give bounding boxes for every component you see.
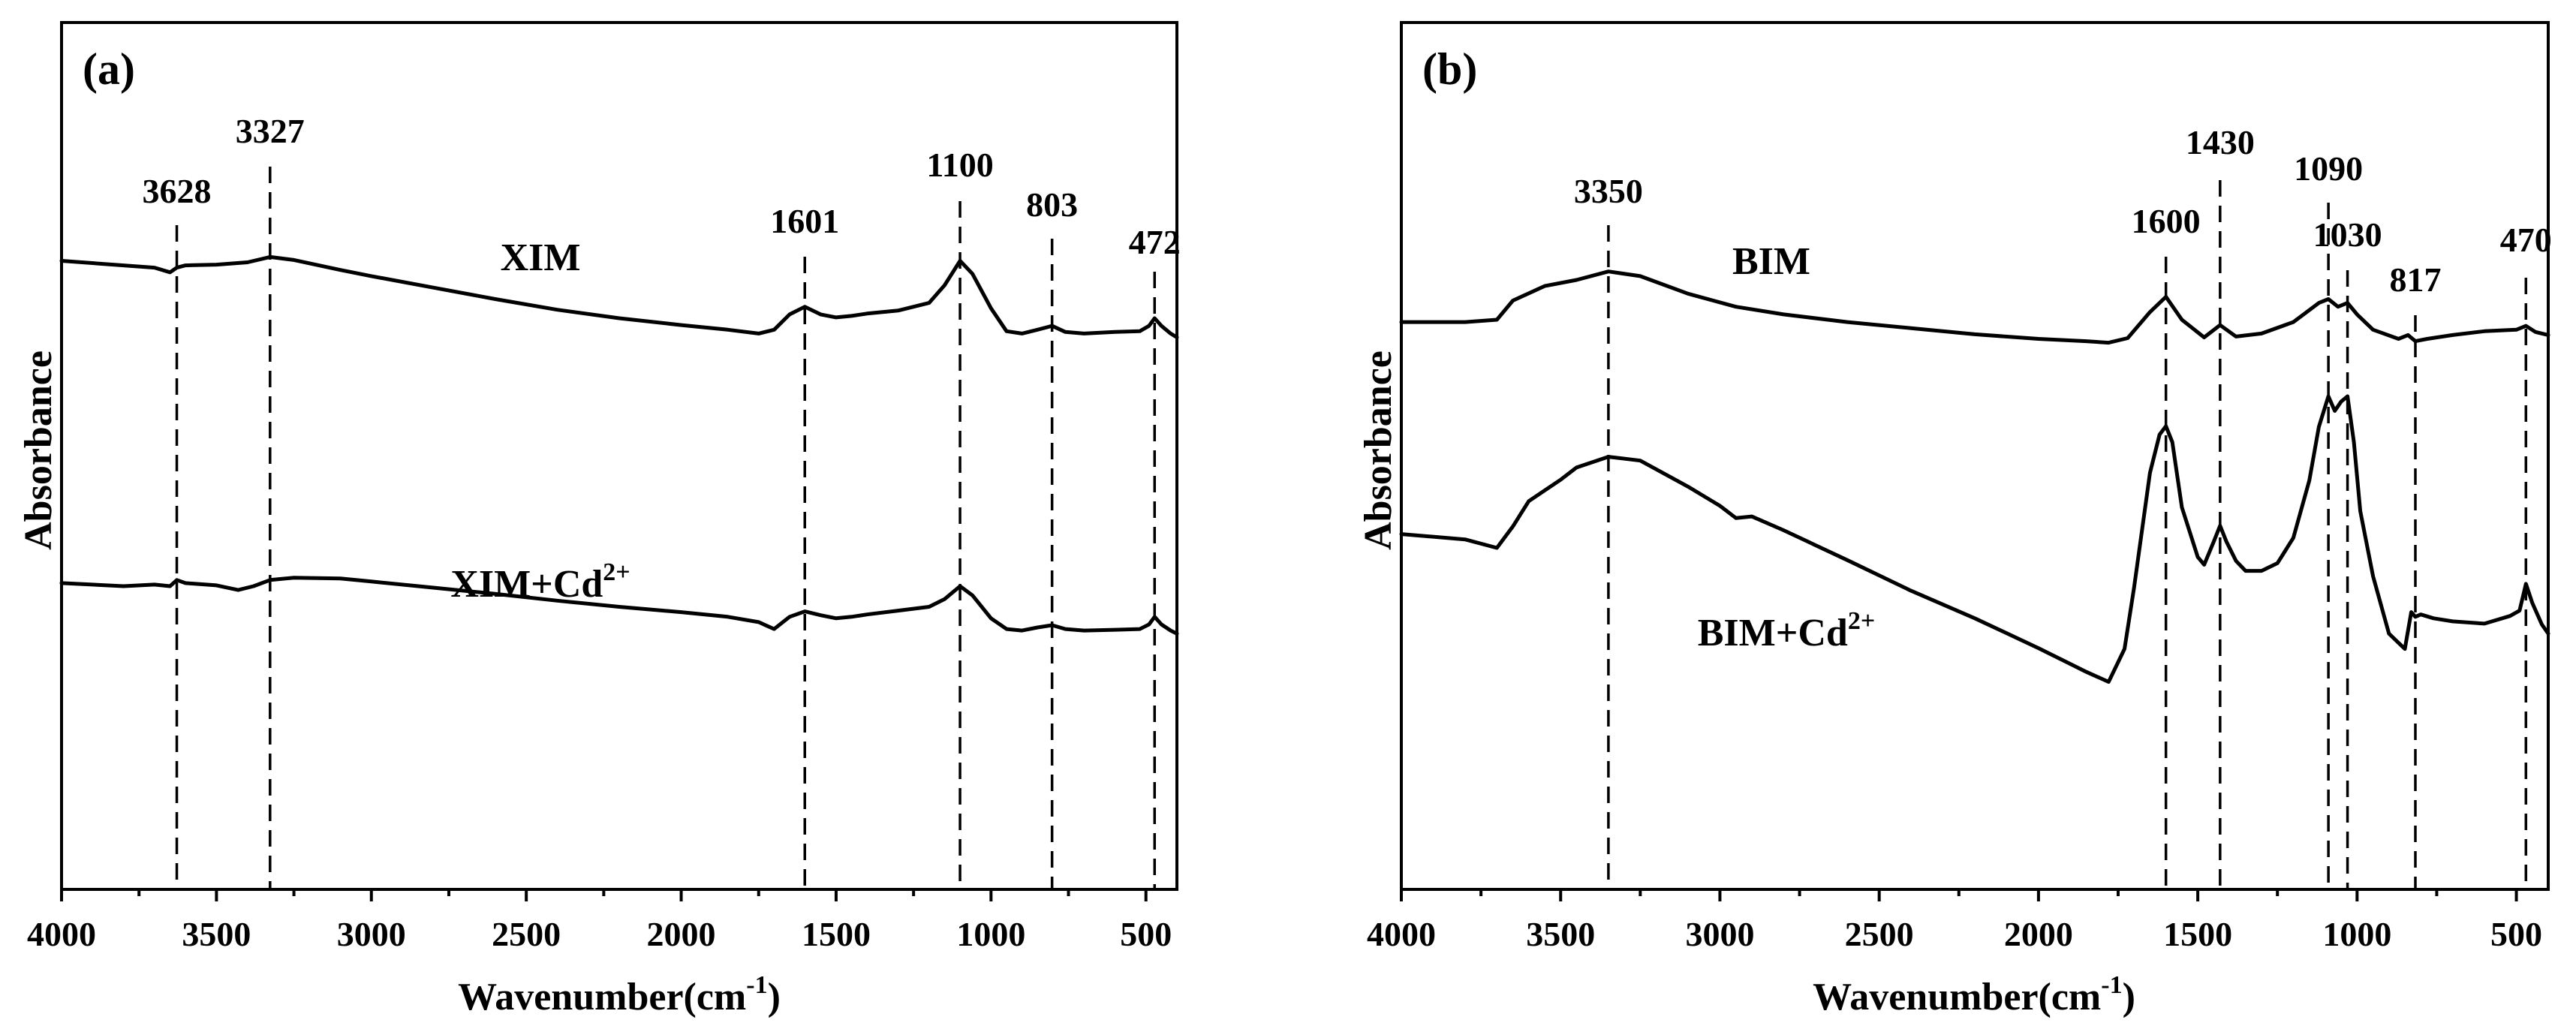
x-tick-label: 3000 <box>1685 915 1754 953</box>
y-axis-title: Absorbance <box>1357 351 1400 550</box>
peak-label-817: 817 <box>2390 260 2442 299</box>
series-label-xim: XIM <box>501 236 581 279</box>
peak-label-1090: 1090 <box>2294 149 2363 188</box>
series-line-bim-cd-2 <box>1399 394 2550 684</box>
x-tick-label: 2500 <box>492 915 561 953</box>
series-line-bim <box>1399 269 2550 345</box>
plot-frame <box>60 21 1178 891</box>
peak-label-3327: 3327 <box>236 112 305 150</box>
panel-label: (b) <box>1422 44 1477 94</box>
peak-label-1601: 1601 <box>770 202 839 240</box>
peak-label-470: 470 <box>2500 221 2552 259</box>
series-label-bim-cd-2: BIM+Cd2+ <box>1698 607 1875 654</box>
peak-label-3628: 3628 <box>143 172 212 210</box>
series-label-superscript: 2+ <box>1848 607 1875 635</box>
chart-panel-a: 4000 3500 3000 2500 2000 1500 1000 500 3628 3327 1… <box>17 21 1181 1018</box>
peak-label-3350: 3350 <box>1574 172 1643 210</box>
x-axis-title-end: ) <box>768 976 781 1018</box>
peak-label-1600: 1600 <box>2132 202 2201 240</box>
x-tick-label: 1000 <box>2322 915 2391 953</box>
x-axis-title-end: ) <box>2123 976 2135 1018</box>
panel-label: (a) <box>83 44 135 94</box>
x-tick-label: 3000 <box>337 915 406 953</box>
peak-label-1030: 1030 <box>2313 215 2382 254</box>
x-tick-label: 1000 <box>956 915 1025 953</box>
x-tick-label: 3500 <box>1526 915 1595 953</box>
x-tick-label: 2500 <box>1845 915 1914 953</box>
x-tick-label: 1500 <box>2163 915 2232 953</box>
x-tick-label: 1500 <box>802 915 871 953</box>
chart-panel-b: 4000 3500 3000 2500 2000 1500 1000 500 3350 1600 1… <box>1357 21 2552 1018</box>
x-tick-label: 2000 <box>647 915 716 953</box>
peak-label-1100: 1100 <box>926 146 993 184</box>
series-label-bim: BIM <box>1732 240 1810 283</box>
series-line-xim-cd-2 <box>59 576 1179 636</box>
x-tick-label: 4000 <box>1367 915 1436 953</box>
peak-label-803: 803 <box>1026 185 1078 224</box>
x-axis-title: Wavenumber(cm-1) <box>1813 971 2135 1018</box>
x-tick-label: 500 <box>1120 915 1172 953</box>
peak-label-472: 472 <box>1129 223 1181 261</box>
x-axis-title-superscript: -1 <box>2101 971 2122 999</box>
series-line-xim <box>59 254 1179 339</box>
plot-frame <box>1400 21 2550 891</box>
x-tick-label: 2000 <box>2004 915 2073 953</box>
x-tick-label: 3500 <box>182 915 251 953</box>
x-axis-title: Wavenumber(cm-1) <box>458 971 781 1018</box>
peak-label-1430: 1430 <box>2186 123 2255 161</box>
series-label-xim-cd-2: XIM+Cd2+ <box>450 558 630 606</box>
series-label-superscript: 2+ <box>603 558 630 586</box>
x-tick-label: 4000 <box>27 915 96 953</box>
y-axis-title: Absorbance <box>17 351 60 550</box>
x-tick-label: 500 <box>2490 915 2542 953</box>
x-axis-title-superscript: -1 <box>746 971 767 999</box>
